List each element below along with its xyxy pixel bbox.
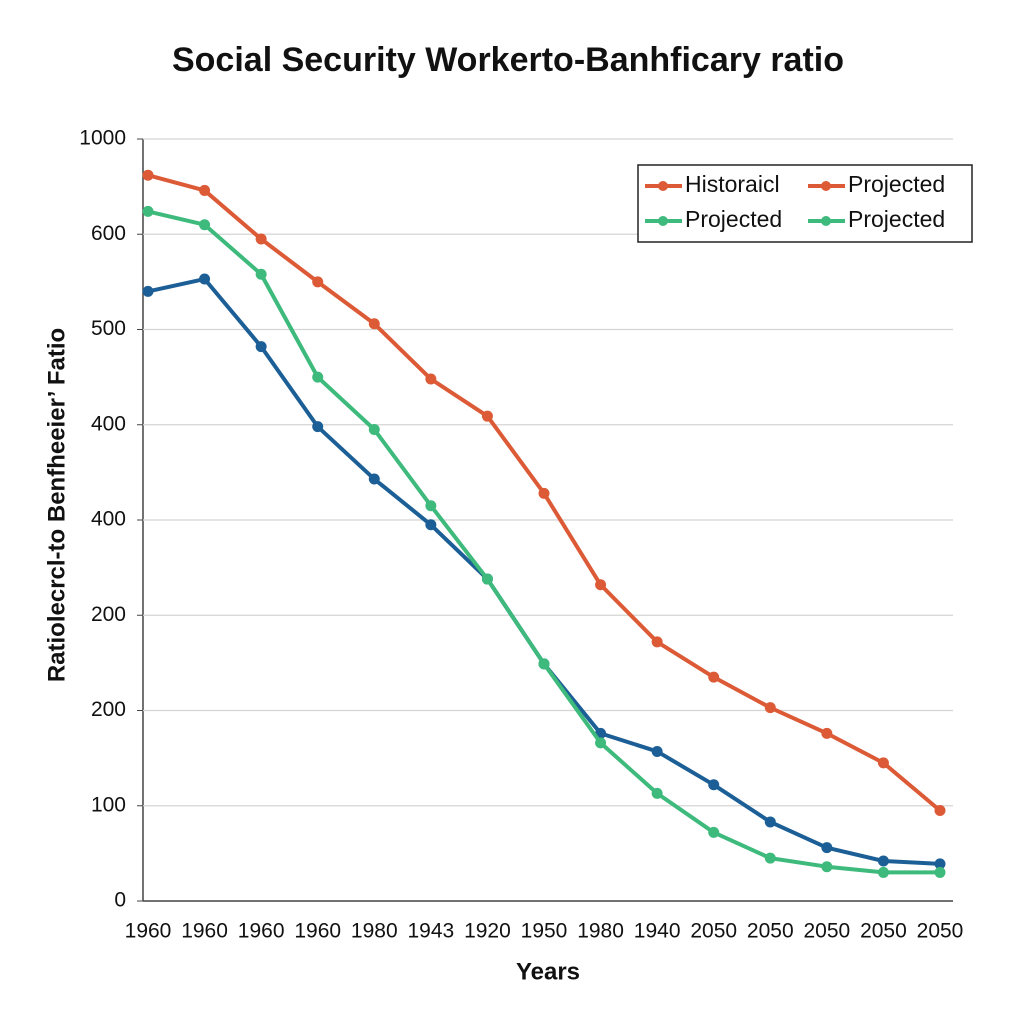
y-tick-label: 1000: [79, 127, 126, 150]
data-point: [255, 268, 267, 280]
legend: Historaicl Projected Projected Projected: [637, 164, 973, 243]
series-line: [147, 277, 941, 866]
data-point: [312, 371, 324, 383]
data-point: [368, 318, 380, 330]
data-point: [312, 421, 324, 433]
x-tick-label: 2050: [917, 920, 964, 943]
x-tick-label: 1980: [351, 920, 398, 943]
x-axis-label: Years: [516, 958, 580, 985]
data-point: [651, 787, 663, 799]
data-point: [481, 410, 493, 422]
data-point: [199, 219, 211, 231]
data-point: [877, 757, 889, 769]
data-point: [877, 866, 889, 878]
data-point: [142, 205, 154, 217]
data-point: [764, 702, 776, 714]
x-tick-label: 1960: [181, 920, 228, 943]
x-tick-label: 1980: [577, 920, 624, 943]
data-point: [142, 285, 154, 297]
data-point: [368, 424, 380, 436]
data-point: [425, 519, 437, 531]
data-point: [425, 373, 437, 385]
data-point: [764, 816, 776, 828]
legend-marker: [821, 181, 831, 191]
y-tick-label: 100: [91, 793, 126, 816]
y-tick-label: 600: [91, 222, 126, 245]
data-point: [651, 636, 663, 648]
y-tick-label: 200: [91, 603, 126, 626]
data-point: [651, 745, 663, 757]
data-point: [821, 861, 833, 873]
data-point: [595, 737, 607, 749]
legend-label: Projected: [685, 206, 782, 232]
x-tick-label: 1943: [407, 920, 454, 943]
data-point: [538, 487, 550, 499]
data-point: [595, 579, 607, 591]
x-tick-label: 1960: [238, 920, 285, 943]
legend-marker: [821, 216, 831, 226]
data-point: [199, 184, 211, 196]
x-tick-label: 2050: [860, 920, 907, 943]
x-tick-label: 2050: [690, 920, 737, 943]
x-tick-label: 1940: [634, 920, 681, 943]
legend-box: [637, 164, 973, 243]
y-tick-label: 400: [91, 412, 126, 435]
legend-marker: [658, 181, 668, 191]
x-tick-label: 1960: [294, 920, 341, 943]
legend-label: Historaicl: [685, 171, 780, 197]
data-point: [708, 779, 720, 791]
data-point: [312, 276, 324, 288]
data-point: [255, 233, 267, 245]
data-point: [877, 855, 889, 867]
data-point: [764, 852, 776, 864]
data-point: [142, 169, 154, 181]
legend-label: Projected: [848, 171, 945, 197]
data-point: [538, 658, 550, 670]
x-tick-label: 1920: [464, 920, 511, 943]
data-point: [481, 573, 493, 585]
legend-marker: [658, 216, 668, 226]
y-tick-label: 400: [91, 508, 126, 531]
data-point: [934, 805, 946, 817]
series-line: [147, 209, 940, 875]
data-point: [708, 826, 720, 838]
x-tick-label: 2050: [747, 920, 794, 943]
data-point: [255, 341, 267, 353]
y-tick-label: 500: [91, 317, 126, 340]
data-point: [199, 273, 211, 285]
data-point: [425, 500, 437, 512]
y-tick-label: 200: [91, 698, 126, 721]
legend-label: Projected: [848, 206, 945, 232]
data-point: [821, 727, 833, 739]
y-tick-label: 0: [114, 889, 126, 912]
data-point: [368, 473, 380, 485]
x-tick-label: 1950: [521, 920, 568, 943]
chart-title: Social Security Workerto-Banhficary rati…: [172, 41, 844, 79]
data-point: [934, 858, 946, 870]
data-point: [821, 842, 833, 854]
data-point: [934, 866, 946, 878]
data-point: [708, 671, 720, 683]
x-tick-label: 1960: [125, 920, 172, 943]
y-axis-label: Ratiolecrcl-to Benfheeier’ Fatio: [43, 328, 70, 682]
x-tick-label: 2050: [803, 920, 850, 943]
